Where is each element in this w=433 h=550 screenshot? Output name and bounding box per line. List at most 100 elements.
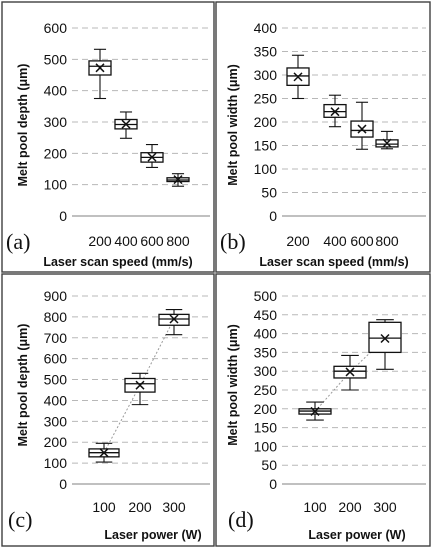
panel-a-ytick-label: 300 <box>44 114 68 130</box>
mean-marker-stroke <box>330 107 340 117</box>
panel-b-box-600 <box>350 101 374 150</box>
mean-marker <box>345 367 355 377</box>
panel-c-box-100 <box>88 442 120 463</box>
panel-b-label: (b) <box>220 229 246 254</box>
panel-a-ylabel: Melt pool depth (μm) <box>16 64 30 187</box>
panel-b-xtick-label: 200 <box>286 233 310 249</box>
panel-b-ytick-label: 0 <box>269 208 277 224</box>
panel-b-xtick-label: 400 <box>323 233 347 249</box>
mean-marker <box>380 333 390 344</box>
panel-b-ytick-label: 350 <box>254 44 278 60</box>
mean-marker-stroke <box>173 175 183 185</box>
mean-marker <box>382 138 392 148</box>
mean-marker <box>95 63 105 73</box>
panel-b-ytick-label: 100 <box>254 161 278 177</box>
panel-b-box-800 <box>375 130 399 150</box>
panel-d-ytick-label: 450 <box>254 307 278 323</box>
panel-b-ylabel: Melt pool width (μm) <box>226 64 240 186</box>
panel-d-box-100 <box>298 401 332 421</box>
panel-d-ylabel: Melt pool width (μm) <box>226 324 240 446</box>
panel-d-box-300 <box>368 319 402 370</box>
panel-a: Melt pool depth (μm) Laser scan speed (m… <box>1 1 215 273</box>
panel-a-ytick-label: 100 <box>44 177 68 193</box>
mean-marker <box>330 107 340 117</box>
mean-marker-stroke <box>99 448 109 458</box>
mean-marker <box>357 124 367 134</box>
mean-marker-stroke <box>310 406 320 416</box>
panel-d-xlabel: Laser power (W) <box>308 528 405 542</box>
panel-a-box-800 <box>166 173 190 187</box>
panel-c-xlabel: Laser power (W) <box>104 528 201 542</box>
panel-d-ytick-label: 500 <box>254 288 278 304</box>
mean-marker <box>99 448 109 458</box>
panel-c-ytick-label: 0 <box>59 476 67 492</box>
panel-d-ytick-label: 250 <box>254 382 278 398</box>
panel-a-box-600 <box>140 144 164 168</box>
panel-b-box-200 <box>286 54 310 100</box>
panel-c-xtick-label: 300 <box>162 499 186 515</box>
panel-c-ytick-label: 800 <box>44 309 68 325</box>
panel-d-ytick-label: 200 <box>254 401 278 417</box>
panel-d-xtick-label: 200 <box>338 499 362 515</box>
panel-a-ytick-label: 600 <box>44 20 68 36</box>
panel-b-ytick-label: 300 <box>254 67 278 83</box>
panel-b-ytick-label: 250 <box>254 91 278 107</box>
panel-d: Melt pool width (μm) Laser power (W) (d)… <box>215 273 431 547</box>
panel-b-xtick-label: 600 <box>350 233 374 249</box>
panel-c-ytick-label: 400 <box>44 392 68 408</box>
panel-c-ytick-label: 500 <box>44 372 68 388</box>
panel-a-label: (a) <box>6 229 30 254</box>
panel-c-ytick-label: 700 <box>44 330 68 346</box>
panel-d-ytick-label: 50 <box>261 457 277 473</box>
panel-c-ytick-label: 100 <box>44 455 68 471</box>
panel-a-ytick-label: 0 <box>59 208 67 224</box>
mean-marker-stroke <box>147 152 157 162</box>
panel-c-ytick-label: 900 <box>44 288 68 304</box>
panel-d-ytick-label: 150 <box>254 420 278 436</box>
panel-d-label: (d) <box>228 507 254 532</box>
panel-c: Melt pool depth (μm) Laser power (W) (c)… <box>1 273 215 547</box>
panel-b-box-400 <box>323 94 347 128</box>
panel-b: Melt pool width (μm) Laser scan speed (m… <box>215 1 431 273</box>
iqr-box <box>368 321 402 354</box>
mean-marker-stroke <box>357 124 367 134</box>
panel-a-ytick-label: 500 <box>44 51 68 67</box>
mean-marker <box>147 152 157 162</box>
panel-a-ytick-label: 400 <box>44 83 68 99</box>
mean-marker <box>173 175 183 185</box>
mean-marker-stroke <box>95 63 105 73</box>
panel-c-ylabel: Melt pool depth (μm) <box>16 324 30 447</box>
mean-marker-stroke <box>345 367 355 377</box>
panel-d-ytick-label: 0 <box>269 476 277 492</box>
panel-a-xlabel: Laser scan speed (mm/s) <box>43 255 192 269</box>
panel-b-ytick-label: 200 <box>254 114 278 130</box>
panel-b-frame <box>215 1 431 273</box>
panel-c-ytick-label: 200 <box>44 434 68 450</box>
panel-d-xtick-label: 300 <box>373 499 397 515</box>
panel-c-xtick-label: 200 <box>128 499 152 515</box>
panel-c-ytick-label: 300 <box>44 413 68 429</box>
panel-d-ytick-label: 300 <box>254 363 278 379</box>
panel-b-xlabel: Laser scan speed (mm/s) <box>259 255 408 269</box>
panel-a-xtick-label: 800 <box>166 233 190 249</box>
panel-b-xtick-label: 800 <box>375 233 399 249</box>
panel-d-ytick-label: 350 <box>254 344 278 360</box>
panel-a-box-200 <box>88 48 112 100</box>
panel-c-box-300 <box>158 309 190 336</box>
panel-a-xtick-label: 600 <box>140 233 164 249</box>
mean-marker <box>135 380 145 390</box>
panel-c-box-200 <box>124 372 156 406</box>
panel-c-ytick-label: 600 <box>44 351 68 367</box>
mean-marker <box>310 406 320 416</box>
panel-a-frame <box>1 1 215 273</box>
mean-marker-stroke <box>121 119 131 129</box>
panel-b-ytick-label: 150 <box>254 138 278 154</box>
panel-b-ytick-label: 400 <box>254 20 278 36</box>
panel-d-ytick-label: 400 <box>254 326 278 342</box>
panel-d-ytick-label: 100 <box>254 438 278 454</box>
panel-d-box-200 <box>333 354 367 391</box>
mean-marker-stroke <box>380 333 390 344</box>
mean-marker <box>293 72 303 82</box>
panel-d-xtick-label: 100 <box>303 499 327 515</box>
